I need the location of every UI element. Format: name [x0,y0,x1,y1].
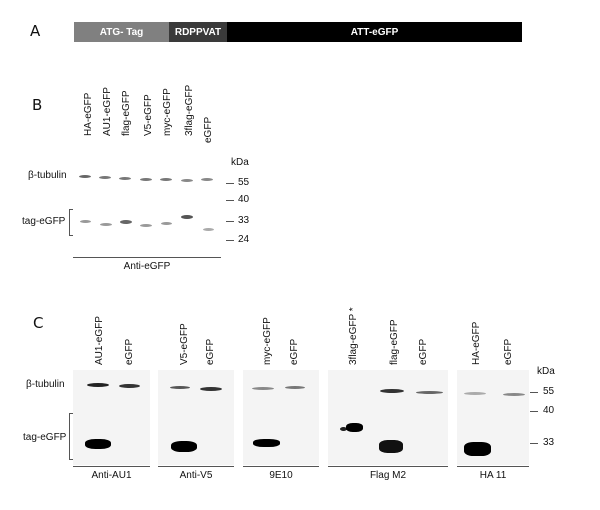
band [253,439,280,447]
marker-tick [226,200,234,201]
lane-label: 3flag-eGFP * [348,307,359,365]
band [201,178,213,181]
band [160,178,172,181]
band [503,393,525,396]
segment-linker: RDPPVAT [169,22,227,42]
band [416,391,443,394]
lane-label: flag-eGFP [389,319,400,365]
lane-label: myc-eGFP [262,317,273,365]
bracket [69,209,73,236]
lane-label: eGFP [124,338,135,365]
marker-tick [226,183,234,184]
lane-label: eGFP [289,338,300,365]
band [140,224,152,227]
marker-55: 55 [238,177,250,188]
kda-label: kDa [537,366,555,377]
band [80,220,91,223]
band [181,215,193,219]
marker-tick [530,411,538,412]
antibody-label: Anti-eGFP [123,261,171,272]
antibody-line [158,466,234,467]
row-label-tag-egfp: tag-eGFP [22,216,66,227]
antibody-line [243,466,319,467]
marker-tick [226,221,234,222]
blot-anti-v5 [158,370,234,465]
marker-40: 40 [543,405,555,416]
band [119,384,140,388]
band [252,387,274,390]
band [379,440,403,453]
band [200,387,222,391]
panel-b-label: B [32,96,43,114]
kda-label: kDa [231,157,249,168]
antibody-label: Flag M2 [369,470,407,481]
lane-label: myc-eGFP [162,88,173,136]
band [99,176,111,179]
lane-label: eGFP [203,116,214,143]
band [119,177,131,180]
band [346,423,363,432]
band [380,389,404,393]
band [140,178,152,181]
lane-label: V5-eGFP [143,94,154,136]
band [170,386,190,389]
band [285,386,305,389]
bracket [69,413,73,460]
antibody-label: Anti-AU1 [91,470,132,481]
antibody-label: 9E10 [269,470,293,481]
antibody-line [457,466,529,467]
row-label-tubulin: β-tubulin [28,170,67,181]
lane-label: HA-eGFP [471,321,482,365]
panel-c-label: C [33,314,44,332]
marker-tick [530,443,538,444]
lane-label: eGFP [418,338,429,365]
lane-label: flag-eGFP [121,90,132,136]
antibody-label: Anti-V5 [179,470,213,481]
row-label-tubulin: β-tubulin [26,379,65,390]
antibody-line [73,466,150,467]
band [85,439,111,449]
lane-label: HA-eGFP [83,92,94,136]
marker-40: 40 [238,194,250,205]
lane-label: eGFP [205,338,216,365]
band [100,223,112,226]
lane-label: 3flag-eGFP [184,84,195,136]
row-label-tag-egfp: tag-eGFP [23,432,67,443]
panel-a-label: A [30,22,41,40]
band [161,222,172,225]
antibody-label: HA 11 [479,470,507,481]
band [340,427,347,431]
band [181,179,193,182]
lane-label: AU1-eGFP [94,316,105,365]
band [464,442,491,456]
segment-att-egfp: ATT-eGFP [227,22,522,42]
band [79,175,91,178]
construct-diagram: ATG- Tag RDPPVAT ATT-eGFP [74,22,522,42]
lane-label: AU1-eGFP [102,87,113,136]
segment-atg-tag: ATG- Tag [74,22,169,42]
marker-tick [530,392,538,393]
blot-9e10 [243,370,319,465]
band [87,383,109,387]
lane-label: eGFP [503,338,514,365]
marker-33: 33 [543,437,555,448]
antibody-line [328,466,448,467]
lane-label: V5-eGFP [179,323,190,365]
marker-55: 55 [543,386,555,397]
marker-24: 24 [238,234,250,245]
band [203,228,214,231]
band [171,441,197,452]
marker-tick [226,240,234,241]
band [120,220,132,224]
band [464,392,486,395]
marker-33: 33 [238,215,250,226]
antibody-line [73,257,221,258]
